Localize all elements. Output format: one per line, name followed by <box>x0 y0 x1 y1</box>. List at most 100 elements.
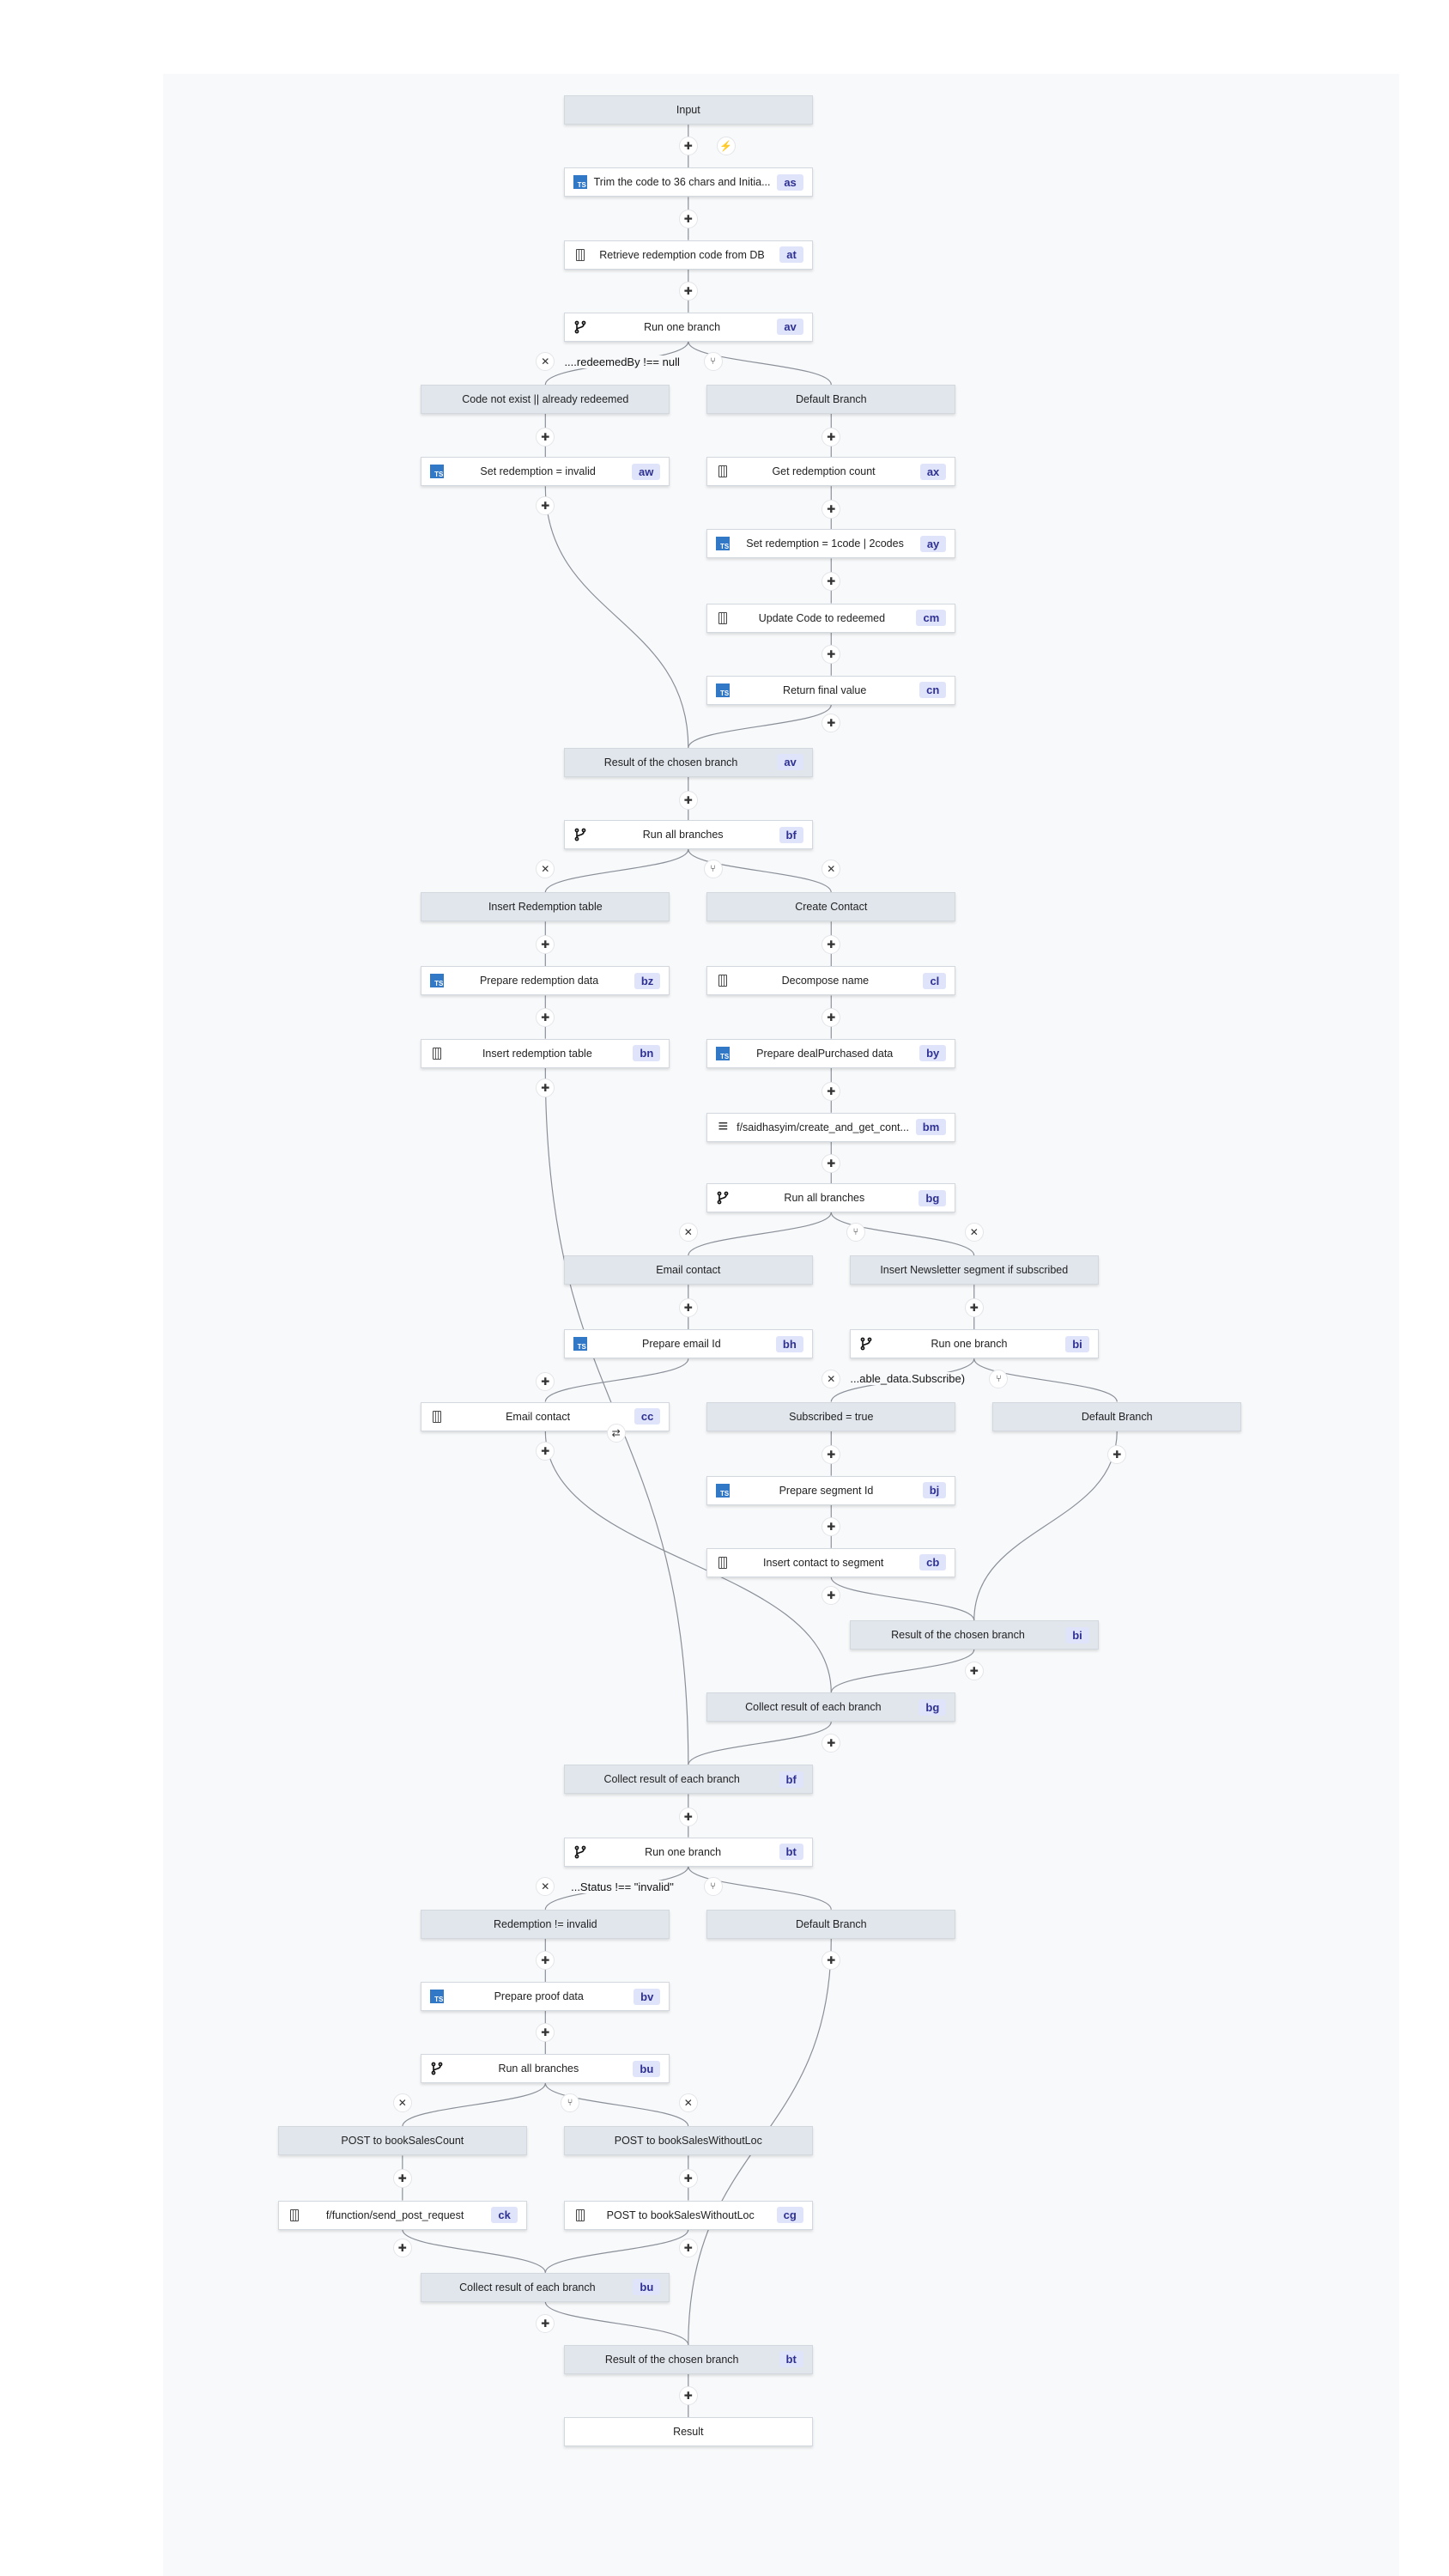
flow-node[interactable]: Insert Newsletter segment if subscribed <box>849 1255 1099 1285</box>
add-branch-icon[interactable]: ⑂ <box>703 1876 723 1896</box>
flow-node[interactable]: Update Code to redeemed cm <box>706 603 956 633</box>
add-step-icon[interactable]: ✚ <box>678 2238 698 2257</box>
add-step-icon[interactable]: ✚ <box>536 496 555 516</box>
add-step-icon[interactable]: ✚ <box>678 281 698 301</box>
remove-branch-icon[interactable]: ✕ <box>678 1223 698 1242</box>
add-branch-icon[interactable]: ⑂ <box>989 1369 1009 1388</box>
flow-node[interactable]: Result of the chosen branch bi <box>849 1620 1099 1650</box>
add-step-icon[interactable]: ✚ <box>392 2169 412 2189</box>
flow-node[interactable]: Run all branches bg <box>706 1183 956 1212</box>
flow-node[interactable]: TS Prepare redemption data bz <box>421 966 670 996</box>
flow-node[interactable]: Default Branch <box>706 1909 956 1939</box>
add-step-icon[interactable]: ✚ <box>536 1441 555 1461</box>
flow-node[interactable]: Run all branches bu <box>421 2054 670 2084</box>
flow-node[interactable]: Retrieve redemption code from DB at <box>563 240 813 270</box>
flow-node[interactable]: Collect result of each branch bu <box>421 2272 670 2302</box>
flow-node[interactable]: TS Set redemption = 1code | 2codes ay <box>706 529 956 559</box>
add-branch-icon[interactable]: ⑂ <box>703 860 723 879</box>
flow-node[interactable]: Get redemption count ax <box>706 457 956 487</box>
add-step-icon[interactable]: ✚ <box>536 1078 555 1097</box>
flow-node[interactable]: f/function/send_post_request ck <box>277 2200 527 2230</box>
flow-node[interactable]: TS Set redemption = invalid aw <box>421 457 670 487</box>
flow-node[interactable]: Run one branch av <box>563 312 813 342</box>
flow-node[interactable]: Create Contact <box>706 892 956 922</box>
add-step-icon[interactable]: ✚ <box>964 1662 984 1681</box>
add-step-icon[interactable]: ✚ <box>822 1950 841 1970</box>
flow-node[interactable]: Result of the chosen branch av <box>563 747 813 777</box>
add-step-icon[interactable]: ✚ <box>822 1153 841 1173</box>
loop-icon[interactable]: ⇄ <box>606 1423 626 1443</box>
flow-node[interactable]: Decompose name cl <box>706 966 956 996</box>
add-step-icon[interactable]: ✚ <box>822 428 841 447</box>
add-branch-icon[interactable]: ⑂ <box>846 1223 865 1242</box>
add-step-icon[interactable]: ✚ <box>822 935 841 955</box>
flow-node[interactable]: POST to bookSalesWithoutLoc cg <box>563 2200 813 2230</box>
remove-branch-icon[interactable]: ✕ <box>536 860 555 879</box>
flow-node[interactable]: Run one branch bt <box>563 1837 813 1867</box>
flow-node[interactable]: Email contact <box>563 1255 813 1285</box>
add-step-icon[interactable]: ✚ <box>822 1007 841 1027</box>
trigger-lightning-icon[interactable]: ⚡ <box>716 137 736 156</box>
add-step-icon[interactable]: ✚ <box>536 1950 555 1970</box>
flow-node[interactable]: TS Prepare proof data bv <box>421 1982 670 2012</box>
add-step-icon[interactable]: ✚ <box>822 1516 841 1536</box>
add-step-icon[interactable]: ✚ <box>822 1081 841 1101</box>
flow-node[interactable]: TS Prepare segment Id bj <box>706 1475 956 1505</box>
remove-branch-icon[interactable]: ✕ <box>536 351 555 371</box>
flow-node[interactable]: Subscribed = true <box>706 1401 956 1431</box>
add-step-icon[interactable]: ✚ <box>536 428 555 447</box>
remove-branch-icon[interactable]: ✕ <box>678 2093 698 2113</box>
add-branch-icon[interactable]: ⑂ <box>703 351 723 371</box>
add-step-icon[interactable]: ✚ <box>392 2238 412 2257</box>
flow-node[interactable]: Default Branch <box>706 385 956 414</box>
flow-node[interactable]: Code not exist || already redeemed <box>421 385 670 414</box>
flow-node[interactable]: Default Branch <box>992 1401 1242 1431</box>
flow-node[interactable]: Insert Redemption table <box>421 892 670 922</box>
add-step-icon[interactable]: ✚ <box>678 137 698 156</box>
remove-branch-icon[interactable]: ✕ <box>822 860 841 879</box>
remove-branch-icon[interactable]: ✕ <box>964 1223 984 1242</box>
flow-node[interactable]: POST to bookSalesCount <box>277 2126 527 2156</box>
add-step-icon[interactable]: ✚ <box>964 1298 984 1318</box>
flow-node[interactable]: TS Return final value cn <box>706 675 956 705</box>
flow-node[interactable]: Run one branch bi <box>849 1329 1099 1359</box>
flow-node[interactable]: TS Prepare dealPurchased data by <box>706 1038 956 1068</box>
add-step-icon[interactable]: ✚ <box>822 713 841 732</box>
flow-node[interactable]: Result of the chosen branch bt <box>563 2344 813 2374</box>
flow-node[interactable]: Email contact cc <box>421 1401 670 1431</box>
add-step-icon[interactable]: ✚ <box>536 2313 555 2333</box>
add-step-icon[interactable]: ✚ <box>678 209 698 228</box>
add-step-icon[interactable]: ✚ <box>536 935 555 955</box>
add-step-icon[interactable]: ✚ <box>822 1734 841 1753</box>
add-step-icon[interactable]: ✚ <box>678 790 698 810</box>
flow-node[interactable]: POST to bookSalesWithoutLoc <box>563 2126 813 2156</box>
flow-node[interactable]: Result <box>563 2417 813 2447</box>
flow-node[interactable]: Input <box>563 95 813 125</box>
add-step-icon[interactable]: ✚ <box>822 644 841 664</box>
add-step-icon[interactable]: ✚ <box>536 2023 555 2043</box>
add-step-icon[interactable]: ✚ <box>678 2386 698 2406</box>
add-step-icon[interactable]: ✚ <box>822 1444 841 1464</box>
add-step-icon[interactable]: ✚ <box>1107 1444 1127 1464</box>
add-step-icon[interactable]: ✚ <box>822 500 841 519</box>
flow-node[interactable]: Collect result of each branch bf <box>563 1765 813 1795</box>
remove-branch-icon[interactable]: ✕ <box>822 1369 841 1388</box>
add-step-icon[interactable]: ✚ <box>678 1807 698 1827</box>
flow-node[interactable]: Collect result of each branch bg <box>706 1692 956 1722</box>
remove-branch-icon[interactable]: ✕ <box>536 1876 555 1896</box>
remove-branch-icon[interactable]: ✕ <box>392 2093 412 2113</box>
flow-node[interactable]: Insert contact to segment cb <box>706 1547 956 1577</box>
flow-node[interactable]: TS Prepare email Id bh <box>563 1329 813 1359</box>
flow-node[interactable]: ≡ f/saidhasyim/create_and_get_cont... bm <box>706 1112 956 1142</box>
add-step-icon[interactable]: ✚ <box>536 1007 555 1027</box>
add-step-icon[interactable]: ✚ <box>822 1586 841 1606</box>
flow-node[interactable]: Redemption != invalid <box>421 1909 670 1939</box>
flow-node[interactable]: TS Trim the code to 36 chars and Initia..… <box>563 167 813 197</box>
flow-node[interactable]: Insert redemption table bn <box>421 1038 670 1068</box>
add-step-icon[interactable]: ✚ <box>822 572 841 592</box>
add-step-icon[interactable]: ✚ <box>678 1298 698 1318</box>
flow-node[interactable]: Run all branches bf <box>563 820 813 850</box>
add-step-icon[interactable]: ✚ <box>536 1372 555 1392</box>
add-step-icon[interactable]: ✚ <box>678 2169 698 2189</box>
add-branch-icon[interactable]: ⑂ <box>561 2093 580 2113</box>
